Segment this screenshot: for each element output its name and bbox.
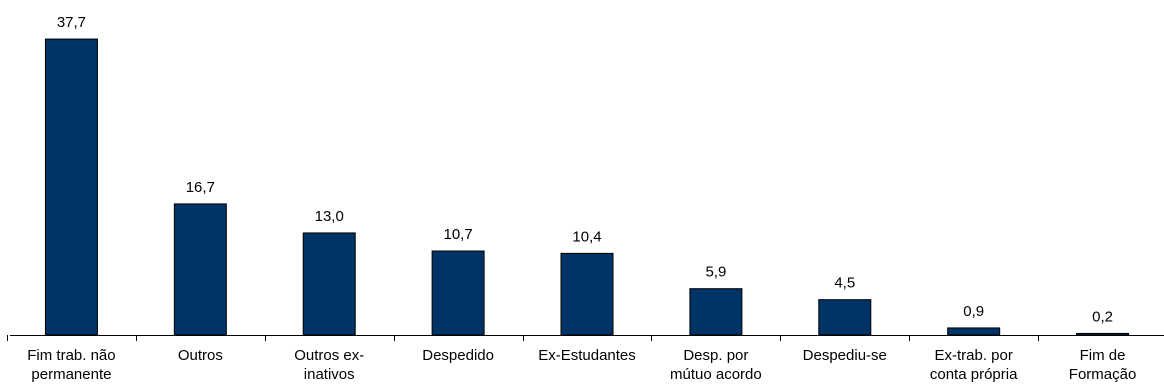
bar xyxy=(431,250,485,336)
data-label: 16,7 xyxy=(186,179,215,196)
data-label: 10,7 xyxy=(444,226,473,243)
x-tick-label: Despediu-se xyxy=(802,347,887,364)
data-label: 13,0 xyxy=(315,208,344,225)
data-label: 37,7 xyxy=(57,14,86,31)
x-tick-label: Desp. por mútuo acordo xyxy=(670,347,762,383)
bar xyxy=(947,327,1001,336)
bar xyxy=(173,203,227,336)
x-tick-label: Ex-Estudantes xyxy=(538,347,636,364)
bar xyxy=(689,288,743,336)
x-tick-label: Fim de Formação xyxy=(1068,347,1137,383)
data-label: 5,9 xyxy=(705,264,726,281)
data-label: 0,2 xyxy=(1092,308,1113,325)
bar xyxy=(302,232,356,336)
x-tick-label: Outros ex- inativos xyxy=(294,347,365,383)
data-label: 10,4 xyxy=(572,228,601,245)
x-tick-label: Outros xyxy=(177,347,223,364)
bar xyxy=(818,299,872,336)
data-label: 0,9 xyxy=(963,303,984,320)
bar xyxy=(560,252,614,336)
x-tick-label: Despedido xyxy=(422,347,494,364)
x-tick-label: Fim trab. não permanente xyxy=(27,347,116,383)
bar xyxy=(44,38,98,336)
bar xyxy=(1076,332,1130,336)
data-label: 4,5 xyxy=(834,275,855,292)
x-tick-label: Ex-trab. por conta própria xyxy=(929,347,1018,383)
